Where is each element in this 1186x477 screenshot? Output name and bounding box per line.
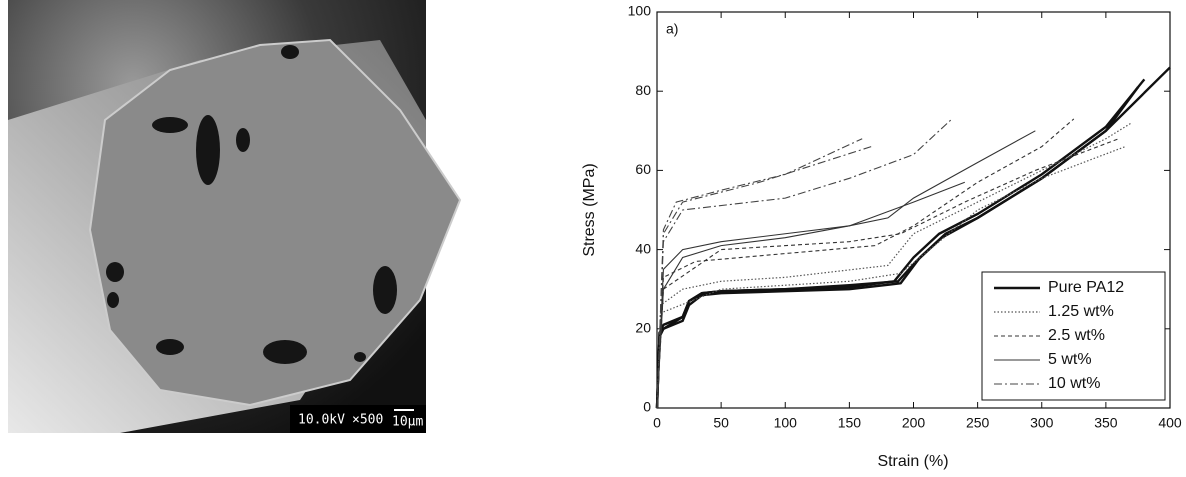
x-tick-label: 300 bbox=[1030, 415, 1054, 431]
sem-image: 10.0kV ×500 10μm bbox=[8, 0, 462, 433]
legend-label: Pure PA12 bbox=[1048, 279, 1124, 296]
line-series bbox=[656, 146, 872, 409]
y-tick-label: 0 bbox=[643, 399, 651, 415]
legend-label: 2.5 wt% bbox=[1048, 327, 1105, 344]
x-tick-label: 400 bbox=[1158, 415, 1182, 431]
chart: a) Strain (%) Stress (MPa) 0 50 100 150 200 2… bbox=[581, 3, 1182, 471]
x-tick-label: 250 bbox=[966, 415, 990, 431]
x-tick-label: 200 bbox=[902, 415, 926, 431]
y-tick-label: 40 bbox=[635, 240, 651, 256]
y-axis-label: Stress (MPa) bbox=[581, 163, 598, 256]
line-series bbox=[656, 138, 863, 409]
cross-section bbox=[88, 38, 462, 407]
x-tick-label: 50 bbox=[713, 415, 729, 431]
magnification: ×500 bbox=[352, 413, 383, 428]
line-series bbox=[655, 66, 1171, 409]
x-tick-label: 150 bbox=[838, 415, 862, 431]
x-tick-label: 100 bbox=[774, 415, 798, 431]
line-series bbox=[656, 146, 1126, 409]
x-axis-label: Strain (%) bbox=[877, 453, 948, 470]
line-series bbox=[656, 181, 965, 409]
legend-label: 1.25 wt% bbox=[1048, 303, 1114, 320]
x-tick-label: 0 bbox=[653, 415, 661, 431]
pores bbox=[106, 45, 397, 364]
y-tick-label: 60 bbox=[635, 161, 651, 177]
y-tick-label: 20 bbox=[635, 320, 651, 336]
y-tick-label: 80 bbox=[635, 82, 651, 98]
line-series bbox=[656, 130, 1036, 409]
annotation: a) bbox=[666, 21, 678, 37]
line-series bbox=[656, 138, 1119, 409]
legend-label: 5 wt% bbox=[1048, 351, 1092, 368]
legend-box bbox=[981, 271, 1166, 401]
line-series bbox=[656, 122, 1132, 409]
y-tick-label: 100 bbox=[628, 3, 652, 19]
legend-label: 10 wt% bbox=[1048, 375, 1100, 392]
voltage: 10.0kV bbox=[298, 413, 345, 428]
x-tick-label: 350 bbox=[1094, 415, 1118, 431]
scale-label: 10μm bbox=[392, 415, 423, 430]
